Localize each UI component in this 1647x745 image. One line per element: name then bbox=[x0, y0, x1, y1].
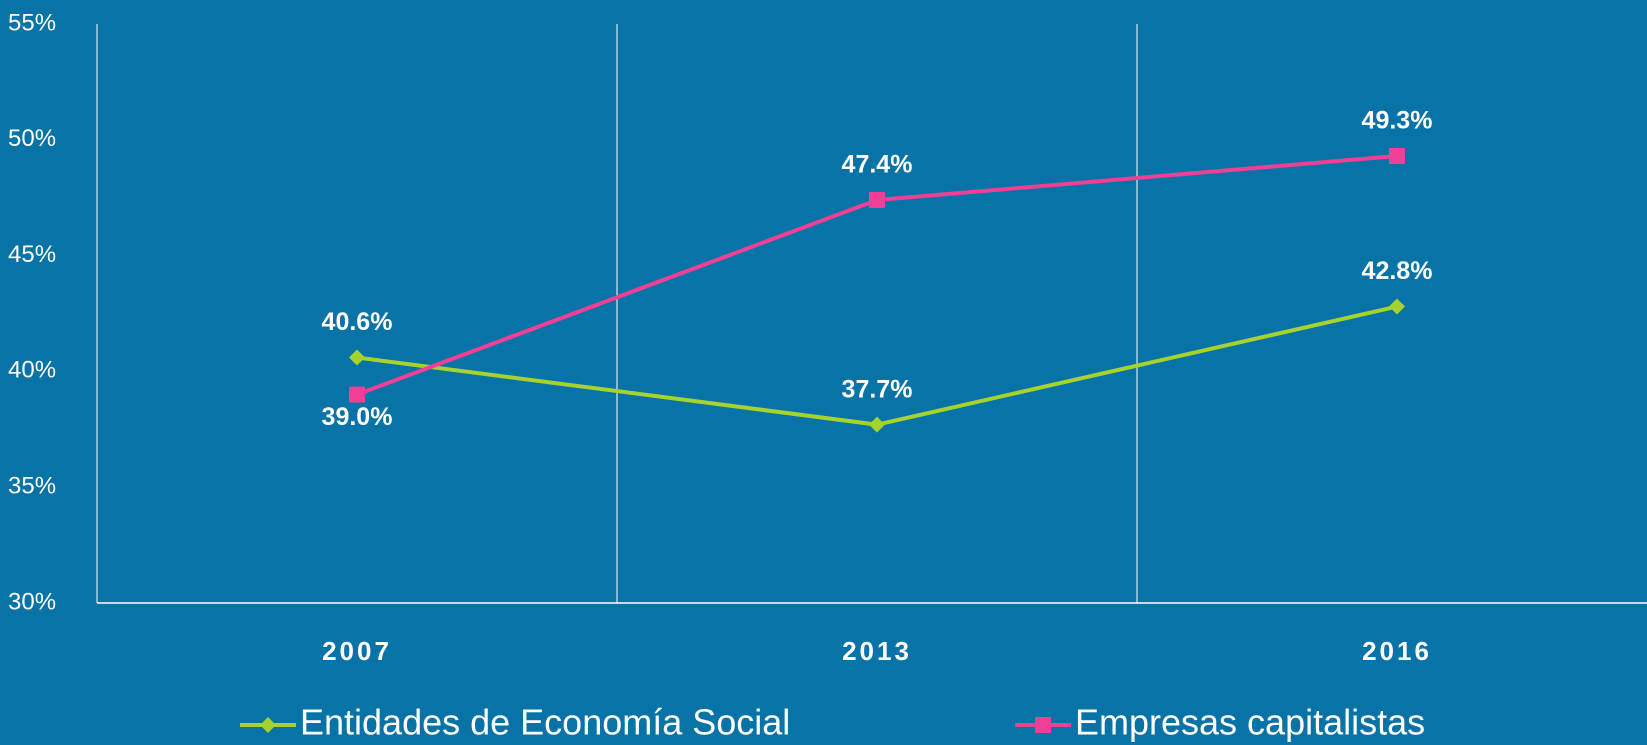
y-tick-label: 40% bbox=[8, 357, 56, 384]
data-label: 40.6% bbox=[322, 308, 393, 336]
y-tick-label: 35% bbox=[8, 473, 56, 500]
legend-label: Empresas capitalistas bbox=[1075, 702, 1425, 743]
legend-label: Entidades de Economía Social bbox=[300, 702, 790, 743]
legend-marker bbox=[260, 717, 276, 733]
data-point bbox=[349, 386, 365, 403]
data-label: 49.3% bbox=[1362, 107, 1433, 135]
x-tick-label: 2007 bbox=[322, 636, 392, 666]
legend-marker bbox=[1035, 717, 1051, 733]
data-point bbox=[1389, 148, 1405, 165]
data-label: 47.4% bbox=[842, 151, 913, 179]
data-label: 42.8% bbox=[1362, 257, 1433, 285]
x-tick-label: 2013 bbox=[842, 636, 912, 666]
data-point bbox=[1389, 298, 1405, 315]
data-point bbox=[349, 349, 365, 366]
data-label: 39.0% bbox=[322, 403, 393, 431]
data-point bbox=[869, 416, 885, 433]
y-tick-label: 45% bbox=[8, 241, 56, 268]
x-tick-label: 2016 bbox=[1362, 636, 1432, 666]
y-tick-label: 55% bbox=[8, 9, 56, 36]
y-tick-label: 50% bbox=[8, 125, 56, 152]
y-tick-label: 30% bbox=[8, 588, 56, 615]
data-point bbox=[869, 192, 885, 209]
data-label: 37.7% bbox=[842, 375, 913, 403]
